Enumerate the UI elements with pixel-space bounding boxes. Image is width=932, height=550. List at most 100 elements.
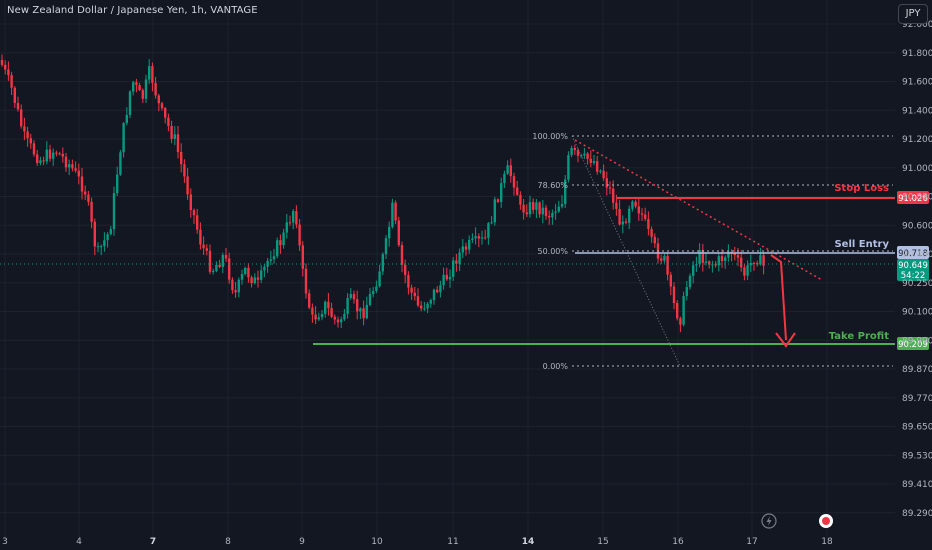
candle-body (676, 302, 679, 319)
candle-body (244, 267, 247, 275)
candle-body (61, 153, 64, 157)
candle-body (567, 155, 570, 180)
candle-body (349, 294, 352, 299)
record-icon[interactable] (817, 512, 835, 530)
candle-body (599, 170, 602, 172)
candle-body (288, 222, 292, 224)
candle-body (570, 147, 573, 156)
candle-body (141, 90, 144, 99)
candle-body (10, 75, 13, 88)
currency-button[interactable]: JPY (898, 4, 928, 24)
candle-body (253, 277, 256, 284)
candle-body (596, 161, 599, 172)
candle-body (372, 290, 375, 294)
candle-body (116, 174, 119, 194)
candle-body (176, 134, 180, 152)
candle-body (592, 161, 596, 163)
candle-body (295, 211, 298, 225)
lightning-icon[interactable] (760, 512, 778, 530)
candle-body (125, 114, 128, 124)
candle-body (23, 126, 26, 132)
candle-body (468, 239, 471, 250)
candle-body (269, 259, 272, 261)
candle-body (240, 274, 244, 280)
candle-body (330, 308, 333, 317)
candle-body (228, 258, 231, 280)
candle-body (410, 287, 413, 293)
candle-body (455, 260, 458, 264)
candle-body (727, 251, 730, 258)
candle-body (522, 204, 525, 213)
candle-body (250, 277, 253, 284)
candle-body (39, 160, 42, 164)
candle-body (538, 202, 541, 215)
fib-level-label: 100.00% (532, 132, 568, 141)
candle-body (100, 246, 103, 248)
candle-body (52, 152, 55, 159)
candle-body (407, 275, 410, 288)
fib-level-label: 50.00% (537, 247, 568, 256)
candle-body (541, 207, 544, 215)
candle-body (304, 268, 308, 294)
y-tick-label: 91.600 (902, 78, 932, 88)
projection-arrow-line (770, 254, 787, 341)
level-price-badge-text: 91.026 (898, 194, 928, 204)
candle-body (164, 108, 167, 118)
candle-body (628, 208, 631, 223)
candle-body (528, 202, 532, 215)
candle-body (509, 165, 512, 177)
candle-body (583, 153, 586, 156)
candle-body (381, 254, 384, 272)
y-tick-label: 89.410 (902, 480, 932, 490)
candle-body (340, 319, 343, 323)
y-tick-label: 89.650 (902, 423, 932, 433)
candle-body (602, 170, 605, 179)
candle-body (644, 214, 647, 219)
candle-body (20, 109, 23, 127)
candle-body (762, 255, 765, 266)
candle-body (368, 293, 372, 305)
candle-body (260, 270, 263, 280)
candle-body (679, 318, 682, 325)
candle-body (346, 298, 349, 314)
candle-body (736, 255, 740, 258)
candle-body (221, 254, 224, 267)
candle-body (682, 295, 685, 325)
y-tick-label: 90.800 (902, 193, 932, 203)
candle-body (464, 246, 468, 250)
candle-body (733, 253, 736, 256)
candle-body (109, 229, 112, 235)
candle-body (128, 91, 132, 115)
candle-body (378, 271, 381, 287)
candle-body (199, 229, 202, 245)
level-label: Take Profit (829, 331, 889, 342)
candle-body (84, 191, 87, 195)
candle-body (160, 103, 164, 109)
symbol-title: New Zealand Dollar / Japanese Yen, 1h, V… (7, 5, 258, 16)
candle-body (167, 117, 170, 126)
y-tick-label: 89.870 (902, 365, 932, 375)
candle-body (231, 279, 234, 291)
candle-body (749, 262, 752, 266)
candle-body (170, 125, 173, 139)
candle-body (416, 296, 420, 306)
candle-body (58, 153, 61, 155)
candle-body (634, 201, 637, 207)
x-tick-label: 9 (299, 537, 305, 547)
candle-body (669, 274, 672, 287)
candle-body (173, 134, 176, 139)
candle-body (224, 254, 228, 259)
x-tick-label: 7 (150, 537, 156, 547)
candle-body (484, 237, 487, 239)
candle-body (589, 158, 592, 163)
candle-body (564, 179, 567, 205)
candle-body (477, 236, 480, 239)
candle-body (724, 257, 727, 261)
candle-body (375, 286, 378, 291)
candle-body (384, 238, 388, 255)
level-label: Stop Loss (834, 183, 889, 194)
candle-body (266, 260, 269, 267)
candle-body (311, 307, 314, 315)
candle-body (560, 204, 564, 207)
